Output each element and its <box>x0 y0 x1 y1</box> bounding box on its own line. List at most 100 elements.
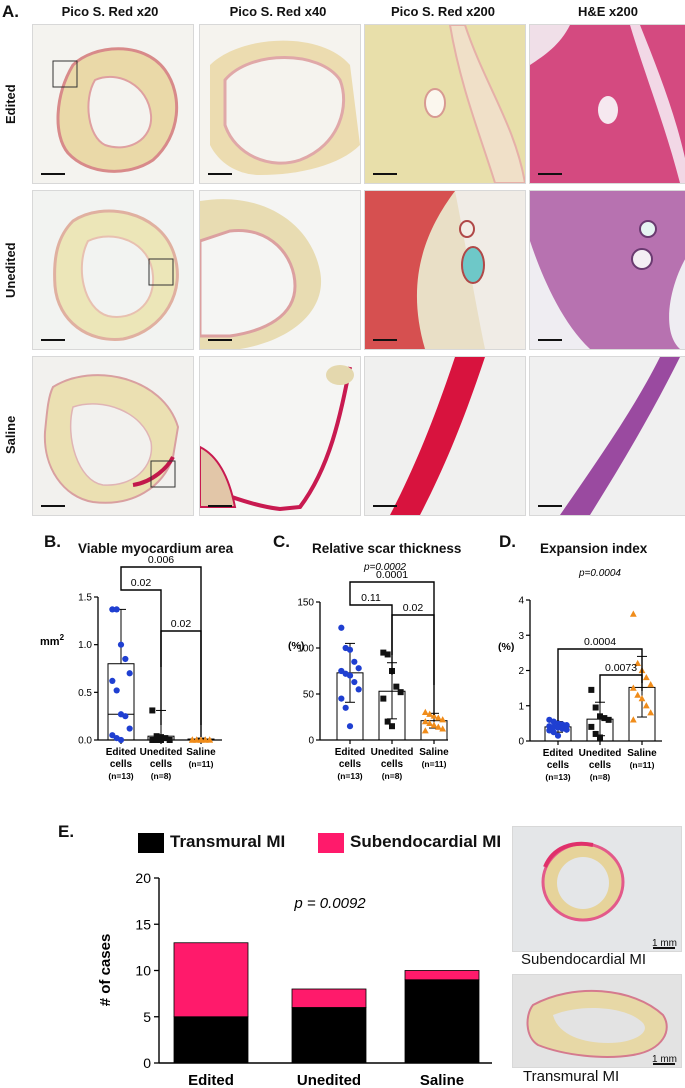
data-point <box>430 712 438 719</box>
y-axis-label: # of cases <box>97 934 114 1007</box>
data-point <box>563 726 570 733</box>
x-tick-label: cells <box>150 759 173 770</box>
y-tick-label: 1.0 <box>78 640 92 651</box>
y-tick-label: 20 <box>135 870 151 886</box>
data-point <box>629 684 637 691</box>
x-tick-label: Unedited <box>140 747 183 758</box>
x-tick-label: Saline <box>419 747 449 758</box>
bar-segment <box>404 979 480 1064</box>
data-point <box>426 719 434 727</box>
micrograph-saline-x20 <box>32 356 194 516</box>
row-label: Saline <box>3 415 18 455</box>
data-point <box>605 716 612 723</box>
data-point <box>638 695 646 702</box>
chart-d: 01234(%)Editedcells(n=13)Uneditedcells(n… <box>498 568 662 782</box>
y-tick-label: 5 <box>143 1009 151 1025</box>
x-tick-label: (n=13) <box>108 771 133 781</box>
scale-bar <box>373 339 397 341</box>
y-axis-label-superscript: 2 <box>60 633 65 642</box>
y-tick-label: 3 <box>518 631 524 642</box>
x-tick-label: Saline <box>627 748 657 759</box>
y-axis-label: mm2 <box>40 633 65 648</box>
data-point <box>393 683 400 690</box>
thumbnail-label-subendocardial: Subendocardial MI <box>521 951 647 968</box>
significance-label: 0.02 <box>131 577 152 589</box>
chart-subtitle: p=0.0002 <box>363 562 406 573</box>
panel-e-label: E. <box>58 822 75 841</box>
y-tick-label: 50 <box>303 690 315 701</box>
scale-bar <box>538 339 562 341</box>
data-point <box>421 718 429 725</box>
data-point <box>117 641 125 648</box>
x-tick-label: cells <box>589 760 612 771</box>
x-tick-label: Saline <box>420 1072 464 1088</box>
data-point <box>384 718 391 725</box>
x-tick-label: cells <box>339 759 362 770</box>
column-header: Pico S. Red x200 <box>390 4 496 19</box>
chart-b-title: Viable myocardium area <box>78 541 234 556</box>
stacked-bar-chart: 0 5 10 15 20 # of cases p = 0.0092 Edited Unedit… <box>97 870 492 1088</box>
data-point <box>439 716 447 723</box>
data-point <box>126 725 133 732</box>
panel-d-label: D. <box>499 532 516 551</box>
scale-bar <box>373 173 397 175</box>
significance-bracket <box>160 630 202 737</box>
thumbnail-subendocardial: 1 mm <box>512 826 682 952</box>
data-point <box>647 681 655 688</box>
scale-bar <box>653 1063 675 1065</box>
y-tick-label: 100 <box>297 644 314 655</box>
y-tick-label: 0 <box>518 737 524 748</box>
scale-bar <box>538 505 562 507</box>
scale-bar <box>41 173 65 175</box>
data-point <box>206 736 214 743</box>
data-point <box>421 708 429 715</box>
data-point <box>601 715 608 722</box>
y-tick-label: 0.0 <box>78 736 92 747</box>
data-point <box>380 649 387 656</box>
scale-bar <box>41 505 65 507</box>
bar-segment <box>173 1016 249 1064</box>
bar-segment <box>173 942 249 1018</box>
data-point <box>158 737 164 743</box>
y-tick-label: 4 <box>518 596 524 607</box>
y-tick-label: 1.5 <box>78 593 92 604</box>
data-point <box>342 704 349 711</box>
data-point <box>592 704 599 711</box>
data-point <box>355 686 362 693</box>
scale-bar <box>208 505 232 507</box>
column-header: Pico S. Red x20 <box>61 4 159 19</box>
chart-subtitle: p = 0.0092 <box>293 895 366 912</box>
bar-segment <box>404 970 480 981</box>
scale-bar <box>653 947 675 949</box>
data-point <box>122 655 129 663</box>
micrograph-edited-x20 <box>32 24 194 184</box>
micrograph-saline-he <box>529 356 685 516</box>
data-point <box>193 736 201 743</box>
y-tick-label: 1 <box>518 701 524 712</box>
micrograph-unedited-x40 <box>199 190 361 350</box>
data-point <box>122 713 129 720</box>
x-tick-label: (n=8) <box>590 772 611 782</box>
data-point <box>149 707 156 714</box>
row-label: Unedited <box>3 242 18 298</box>
data-point <box>109 677 116 684</box>
chart-d-title: Expansion index <box>540 541 648 556</box>
micrograph-saline-x40 <box>199 356 361 516</box>
data-point <box>380 695 387 702</box>
significance-bracket <box>557 648 643 721</box>
thumbnail-label-transmural: Transmural MI <box>523 1068 620 1085</box>
x-tick-label: Edited <box>106 747 137 758</box>
x-tick-label: Edited <box>335 747 366 758</box>
significance-bracket <box>391 614 435 715</box>
significance-label: 0.0004 <box>584 636 616 648</box>
scale-bar <box>208 173 232 175</box>
data-point <box>588 723 595 730</box>
scale-label: 1 mm <box>652 938 677 949</box>
chart-e: 0 5 10 15 20 # of cases p = 0.0092 Edited Unedit… <box>97 870 492 1088</box>
y-axis-label: (%) <box>288 640 304 652</box>
scale-bar <box>373 505 397 507</box>
x-tick-label: (n=13) <box>337 771 362 781</box>
y-tick-label: 150 <box>297 598 314 609</box>
y-tick-label: 0 <box>308 736 314 747</box>
x-tick-label: Unedited <box>297 1072 361 1088</box>
